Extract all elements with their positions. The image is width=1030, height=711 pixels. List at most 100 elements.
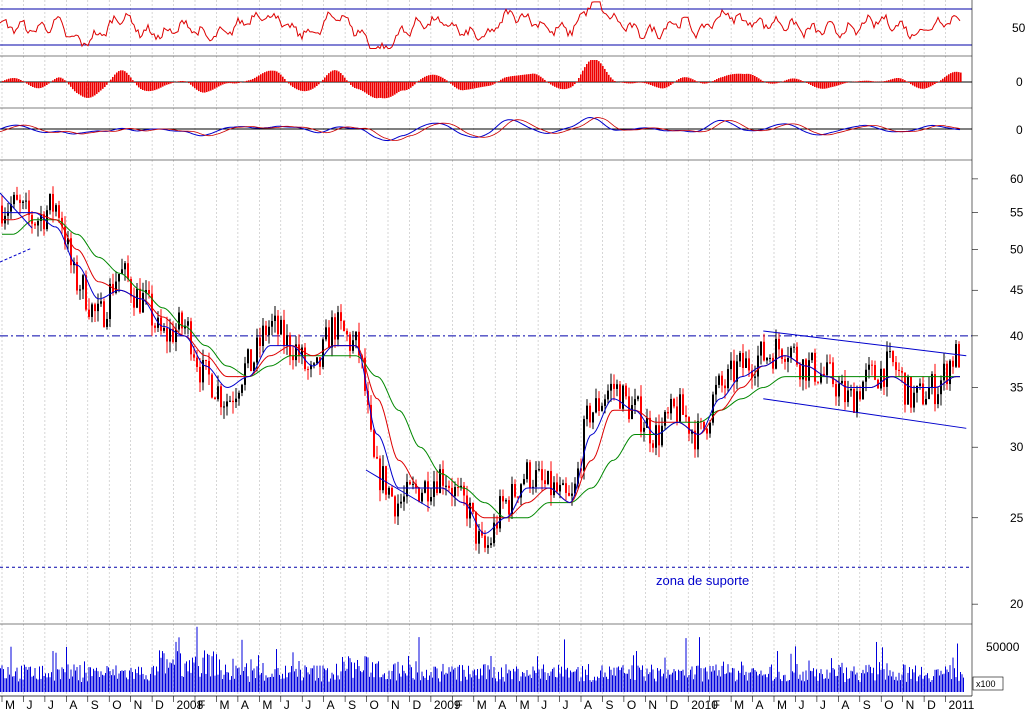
volume-bar xyxy=(252,670,253,692)
volume-bar xyxy=(75,670,76,692)
candle-body xyxy=(484,535,486,548)
histogram-bar xyxy=(274,70,276,82)
candle-body xyxy=(520,484,522,498)
histogram-bar xyxy=(638,82,640,83)
volume-bar xyxy=(355,669,357,692)
candle-body xyxy=(190,321,192,355)
volume-bar xyxy=(312,668,313,692)
candle-body xyxy=(13,194,15,205)
histogram-bar xyxy=(102,82,104,89)
histogram-bar xyxy=(18,79,20,82)
volume-bar xyxy=(102,674,103,692)
histogram-bar xyxy=(626,82,628,84)
candle-body xyxy=(742,352,744,368)
volume-bar xyxy=(561,666,562,692)
histogram-bar xyxy=(204,82,206,93)
histogram-bar xyxy=(770,82,772,84)
volume-bar xyxy=(888,675,889,692)
volume-bar xyxy=(177,651,178,692)
candle-body xyxy=(169,328,171,342)
volume-bar xyxy=(862,669,864,692)
volume-bar xyxy=(244,666,246,692)
candle-body xyxy=(448,485,450,488)
volume-bar xyxy=(268,677,270,692)
histogram-bar xyxy=(592,60,594,82)
volume-bar xyxy=(771,664,772,692)
volume-bar xyxy=(675,671,676,692)
volume-bar xyxy=(714,670,715,692)
volume-bar xyxy=(744,675,745,692)
histogram-bar xyxy=(116,72,118,82)
histogram-bar xyxy=(22,81,24,82)
volume-bar xyxy=(307,672,309,692)
histogram-bar xyxy=(826,82,828,89)
volume-bar xyxy=(246,663,247,692)
histogram-bar xyxy=(666,82,668,88)
volume-bar xyxy=(423,676,424,692)
histogram-bar xyxy=(612,79,614,82)
candle-body xyxy=(130,279,132,297)
candle-body xyxy=(541,469,543,481)
histogram-bar xyxy=(662,82,664,89)
candle-body xyxy=(97,303,99,312)
candle-body xyxy=(55,205,57,212)
candle-body xyxy=(835,384,837,397)
volume-bar xyxy=(378,661,379,692)
volume-bar xyxy=(918,676,919,692)
candle-body xyxy=(592,412,594,423)
month-label: O xyxy=(370,698,379,711)
candle-body xyxy=(175,329,177,343)
histogram-bar xyxy=(920,82,922,89)
candle-body xyxy=(460,485,462,488)
volume-bar xyxy=(13,676,15,692)
histogram-bar xyxy=(254,77,256,82)
month-label: J xyxy=(563,698,569,711)
volume-bar xyxy=(28,667,30,692)
volume-bar xyxy=(384,673,385,692)
month-label: N xyxy=(906,698,915,711)
histogram-bar xyxy=(168,82,170,85)
volume-bar xyxy=(70,669,72,692)
candle-body xyxy=(910,377,912,408)
volume-bar xyxy=(273,676,274,692)
histogram-bar xyxy=(572,82,574,87)
volume-bar xyxy=(669,674,670,692)
histogram-bar xyxy=(384,82,386,99)
histogram-bar xyxy=(288,82,290,84)
volume-bar xyxy=(211,656,213,692)
price-tick-label: 25 xyxy=(1010,511,1024,525)
volume-bar xyxy=(192,657,193,692)
volume-bar xyxy=(298,661,300,692)
volume-bar xyxy=(388,670,390,692)
histogram-bar xyxy=(372,82,374,98)
volume-bar xyxy=(736,679,738,692)
candle-body xyxy=(919,383,921,386)
volume-bar xyxy=(198,666,199,692)
histogram-bar xyxy=(224,82,226,84)
histogram-bar xyxy=(118,71,120,82)
volume-bar xyxy=(108,667,109,692)
volume-bar xyxy=(513,668,514,692)
candle-body xyxy=(508,500,510,515)
volume-bar xyxy=(490,655,492,692)
histogram-bar xyxy=(392,82,394,96)
volume-bar xyxy=(633,655,634,692)
histogram-bar xyxy=(96,82,98,94)
histogram-bar xyxy=(516,75,518,82)
histogram-bar xyxy=(872,81,874,82)
volume-bar xyxy=(337,675,339,692)
histogram-bar xyxy=(360,82,362,91)
volume-bar xyxy=(463,669,465,692)
volume-bar xyxy=(738,670,739,692)
histogram-bar xyxy=(200,82,202,93)
histogram-bar xyxy=(940,80,942,82)
histogram-bar xyxy=(382,82,384,99)
candle-body xyxy=(436,481,438,493)
volume-bar xyxy=(454,667,456,692)
volume-bar xyxy=(229,679,231,692)
candle-body xyxy=(487,545,489,548)
volume-bar xyxy=(805,670,807,692)
candle-body xyxy=(625,385,627,397)
volume-bar xyxy=(327,668,328,692)
histogram-bar xyxy=(824,82,826,89)
